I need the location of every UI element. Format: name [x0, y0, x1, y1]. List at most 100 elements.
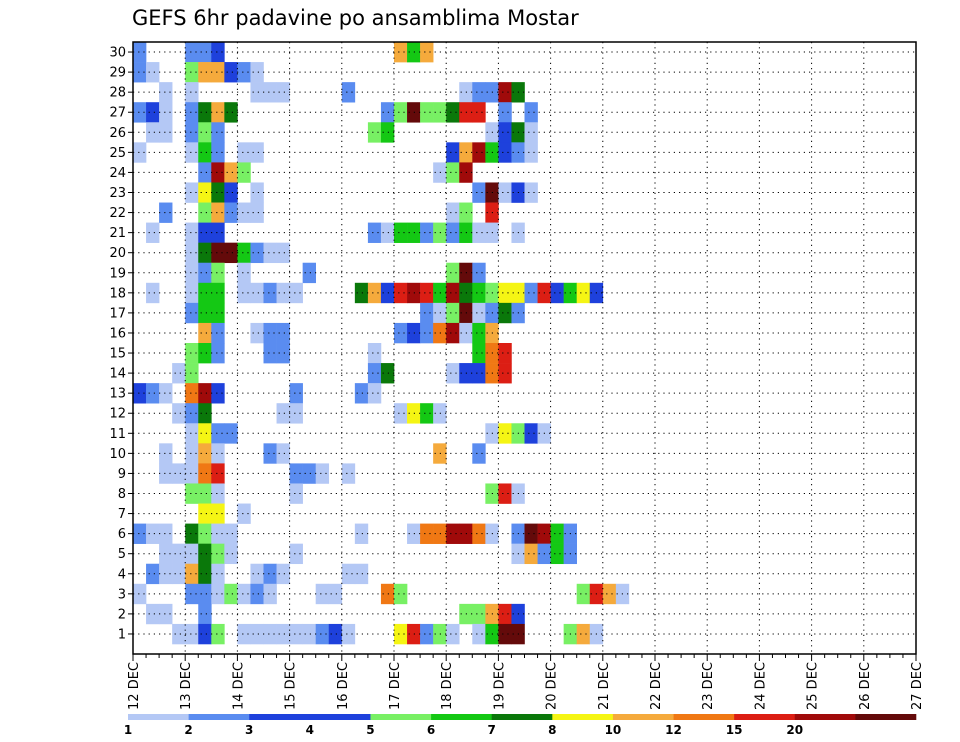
heatmap-cell: [394, 583, 408, 605]
heatmap-cell: [198, 142, 212, 163]
heatmap-cell: [198, 202, 212, 223]
heatmap-cell: [185, 42, 199, 63]
x-tick-label: 26 DEC: [858, 662, 873, 710]
x-tick-label: 22 DEC: [649, 662, 664, 710]
heatmap-cell: [185, 343, 199, 364]
heatmap-cell: [198, 543, 212, 565]
heatmap-cell: [472, 82, 486, 103]
heatmap-cell: [524, 182, 538, 203]
x-tick-label: 18 DEC: [440, 662, 455, 710]
heatmap-cell: [211, 623, 225, 645]
colorbar-swatch: [309, 714, 371, 720]
heatmap-cell: [185, 142, 199, 163]
heatmap-cell: [420, 102, 434, 123]
heatmap-cell: [250, 282, 264, 304]
heatmap-cell: [146, 122, 160, 143]
heatmap-cell: [498, 623, 512, 645]
heatmap-cell: [159, 82, 173, 103]
y-axis: 1234567891011121314151617181920212223242…: [109, 46, 133, 642]
heatmap-cell: [328, 583, 343, 605]
heatmap-cell: [133, 583, 147, 605]
heatmap-cell: [498, 343, 512, 364]
heatmap-cell: [472, 623, 486, 645]
heatmap-cell: [185, 623, 199, 645]
colorbar-swatch: [249, 714, 311, 720]
heatmap-cell: [159, 102, 173, 123]
x-tick-label: 12 DEC: [127, 662, 142, 710]
heatmap-cell: [211, 282, 225, 304]
heatmap-cell: [172, 463, 186, 484]
heatmap-cell: [302, 262, 316, 284]
heatmap-cell: [146, 102, 160, 123]
heatmap-cell: [576, 583, 591, 605]
heatmap-cell: [524, 423, 538, 444]
y-tick-label: 3: [118, 587, 126, 602]
heatmap-cell: [380, 122, 395, 143]
y-tick-label: 24: [109, 166, 126, 181]
heatmap-cell: [185, 282, 199, 304]
heatmap-cell: [276, 282, 290, 304]
heatmap-cell: [498, 282, 512, 304]
heatmap-cell: [133, 62, 147, 83]
heatmap-cell: [211, 322, 225, 344]
heatmap-cell: [146, 523, 160, 544]
colorbar-label: 15: [726, 723, 743, 737]
heatmap-cell: [198, 503, 212, 524]
heatmap-cell: [198, 403, 212, 424]
colorbar-label: 10: [605, 723, 622, 737]
heatmap-cell: [237, 242, 251, 264]
heatmap-cell: [250, 62, 264, 83]
y-tick-label: 15: [109, 347, 126, 362]
heatmap-cell: [159, 122, 173, 143]
heatmap-cell: [146, 603, 160, 625]
y-tick-label: 5: [118, 547, 126, 562]
heatmap-cell: [289, 463, 303, 484]
heatmap-cell: [498, 483, 512, 504]
heatmap-cell: [211, 122, 225, 143]
heatmap-cell: [472, 282, 486, 304]
y-tick-label: 4: [118, 567, 126, 582]
heatmap-cell: [446, 222, 460, 243]
y-tick-label: 22: [109, 206, 126, 221]
grid-lines: [133, 42, 916, 654]
heatmap-cell: [315, 583, 330, 605]
heatmap-cell: [185, 222, 199, 243]
colorbar-swatch: [431, 714, 492, 720]
chart-title: GEFS 6hr padavine po ansamblima Mostar: [132, 6, 579, 30]
colorbar-swatch: [370, 714, 432, 720]
heatmap-cell: [550, 543, 564, 565]
heatmap-cell: [198, 262, 212, 284]
x-tick-label: 16 DEC: [336, 662, 351, 710]
heatmap-cell: [524, 523, 538, 544]
colorbar-swatch: [794, 714, 856, 720]
heatmap-cell: [185, 122, 199, 143]
heatmap-cell: [328, 623, 343, 645]
colorbar-label: 8: [548, 723, 556, 737]
x-tick-label: 15 DEC: [284, 662, 299, 710]
heatmap-cell: [380, 102, 395, 123]
heatmap-cell: [159, 563, 173, 585]
heatmap-cell: [394, 403, 408, 424]
heatmap-cell: [185, 563, 199, 585]
heatmap-cell: [237, 202, 251, 223]
heatmap-cell: [198, 102, 212, 123]
x-tick-label: 25 DEC: [806, 662, 821, 710]
heatmap-cell: [250, 623, 264, 645]
y-tick-label: 27: [109, 106, 126, 121]
heatmap-cell: [276, 343, 290, 364]
heatmap-cell: [472, 322, 486, 344]
heatmap-cell: [172, 543, 186, 565]
heatmap-cell: [276, 563, 290, 585]
heatmap-cell: [472, 343, 486, 364]
heatmap-cell: [498, 363, 512, 384]
heatmap-cell: [498, 182, 512, 203]
heatmap-cell: [524, 543, 538, 565]
heatmap-cell: [341, 463, 356, 484]
heatmap-cell: [407, 322, 421, 344]
heatmap-cell: [224, 583, 238, 605]
heatmap-cell: [133, 383, 147, 404]
heatmap-cell: [420, 42, 434, 63]
y-tick-label: 2: [118, 607, 126, 622]
heatmap-cell: [407, 222, 421, 243]
heatmap-cell: [198, 322, 212, 344]
